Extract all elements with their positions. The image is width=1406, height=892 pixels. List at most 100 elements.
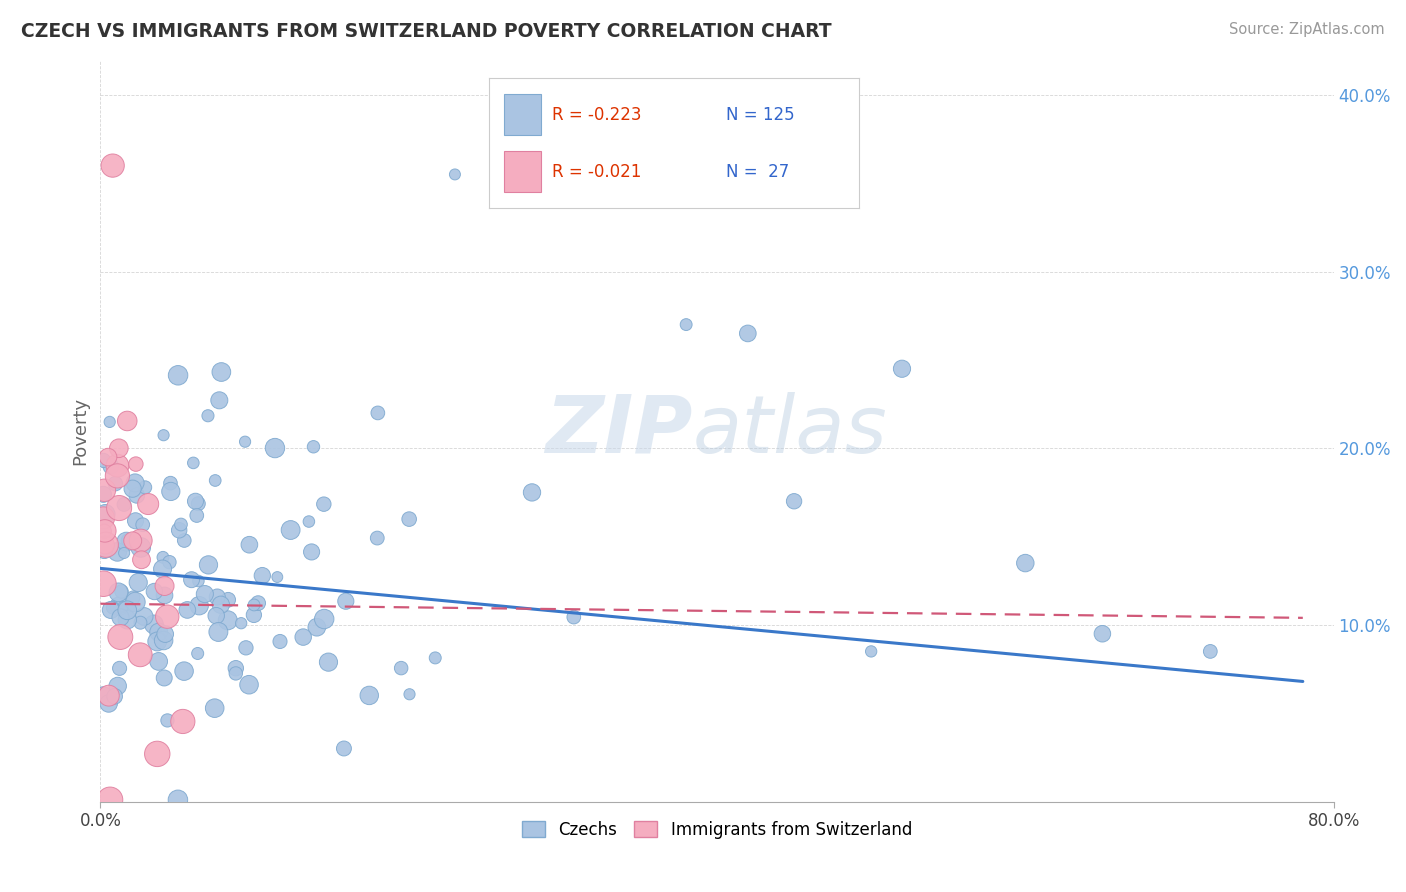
Point — [675, 318, 697, 332]
Point — [335, 594, 357, 608]
Point — [93, 576, 115, 591]
Point — [302, 440, 325, 454]
Point — [266, 570, 288, 584]
Text: ZIP: ZIP — [546, 392, 692, 469]
Point — [167, 368, 190, 383]
Point — [107, 585, 129, 599]
Point — [108, 442, 131, 456]
Point — [132, 517, 155, 532]
Point — [183, 456, 205, 470]
Legend: Czechs, Immigrants from Switzerland: Czechs, Immigrants from Switzerland — [515, 814, 918, 846]
Point — [93, 524, 115, 538]
Point — [204, 701, 226, 715]
Point — [359, 689, 381, 703]
Point — [194, 587, 217, 601]
Point — [153, 627, 176, 641]
Point — [156, 714, 179, 728]
Point — [225, 666, 247, 681]
Point — [205, 608, 228, 623]
Point — [148, 625, 170, 640]
Point — [97, 697, 120, 711]
Point — [318, 655, 340, 669]
Point — [238, 678, 260, 692]
Point — [280, 523, 302, 537]
Point — [108, 599, 131, 614]
Point — [152, 562, 174, 576]
Point — [129, 533, 152, 548]
Point — [117, 414, 139, 428]
Point — [143, 584, 166, 599]
Point — [314, 612, 336, 626]
Point — [197, 409, 219, 423]
Point — [129, 541, 152, 555]
Point — [152, 550, 174, 565]
Point — [176, 603, 198, 617]
Point — [146, 747, 169, 761]
Point — [125, 488, 148, 502]
Point — [142, 617, 165, 632]
Point — [269, 634, 291, 648]
Point — [180, 573, 202, 587]
Point — [264, 441, 287, 455]
Point — [1014, 556, 1036, 570]
Point — [124, 475, 146, 490]
Point — [235, 640, 257, 655]
Point — [122, 591, 145, 605]
Point — [252, 568, 274, 582]
Point — [112, 599, 135, 614]
Point — [204, 474, 226, 488]
Point — [298, 515, 321, 529]
Point — [243, 607, 266, 622]
Point — [98, 415, 121, 429]
Point — [305, 620, 328, 634]
Point — [117, 603, 139, 617]
Point — [217, 613, 239, 627]
Point — [129, 615, 152, 630]
Point — [153, 579, 176, 593]
Point — [860, 644, 883, 658]
Point — [737, 326, 759, 341]
Point — [783, 494, 806, 508]
Point — [148, 655, 170, 669]
Point — [93, 543, 115, 558]
Point — [159, 484, 181, 499]
Point — [425, 651, 447, 665]
Point — [159, 555, 181, 569]
Point — [98, 793, 121, 807]
Point — [153, 589, 176, 603]
Point — [389, 661, 412, 675]
Point — [94, 538, 117, 552]
Text: CZECH VS IMMIGRANTS FROM SWITZERLAND POVERTY CORRELATION CHART: CZECH VS IMMIGRANTS FROM SWITZERLAND POV… — [21, 22, 832, 41]
Point — [187, 497, 209, 511]
Point — [124, 514, 146, 528]
Point — [97, 689, 120, 703]
Point — [105, 545, 128, 559]
Point — [94, 538, 117, 552]
Point — [115, 534, 138, 549]
Point — [100, 459, 122, 474]
Point — [444, 168, 467, 182]
Point — [127, 575, 149, 590]
Point — [208, 393, 231, 408]
Point — [93, 453, 115, 467]
Point — [186, 508, 208, 523]
Point — [107, 458, 129, 473]
Point — [117, 613, 139, 627]
Point — [156, 609, 179, 624]
Point — [312, 497, 335, 511]
Point — [209, 598, 232, 612]
Point — [124, 595, 146, 609]
Point — [110, 630, 132, 644]
Point — [153, 671, 176, 685]
Point — [97, 450, 120, 464]
Point — [131, 553, 153, 567]
Point — [105, 468, 128, 483]
Point — [398, 512, 420, 526]
Point — [170, 517, 193, 532]
Point — [187, 647, 209, 661]
Point — [301, 545, 323, 559]
Point — [121, 533, 143, 548]
Point — [146, 634, 169, 648]
Point — [173, 664, 195, 678]
Point — [197, 558, 219, 572]
